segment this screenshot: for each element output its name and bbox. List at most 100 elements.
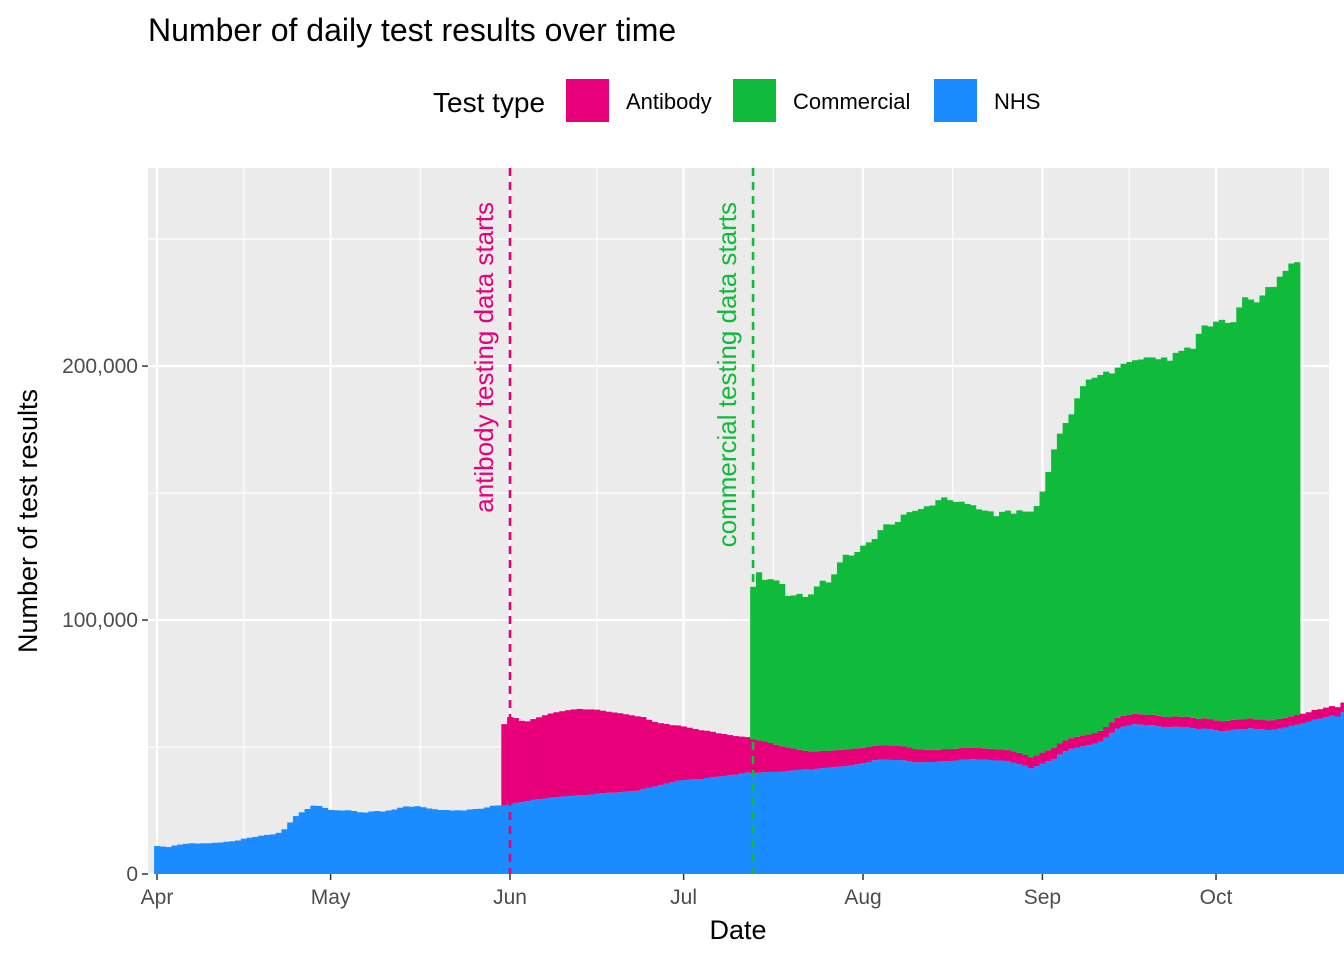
bar-nhs	[651, 786, 658, 874]
bar-commercial	[796, 593, 803, 750]
bar-antibody	[755, 740, 763, 773]
bar-nhs	[1276, 728, 1283, 874]
bar-antibody	[1224, 720, 1231, 731]
bar-nhs	[987, 759, 994, 874]
bar-commercial	[808, 594, 815, 752]
bar-nhs	[981, 759, 988, 874]
bar-antibody	[790, 748, 797, 771]
bar-antibody	[1080, 735, 1087, 747]
bar-antibody	[651, 721, 658, 787]
bar-nhs	[391, 809, 398, 874]
bar-nhs	[698, 779, 705, 874]
bar-nhs	[773, 771, 780, 874]
bar-nhs	[611, 792, 618, 874]
bar-nhs	[721, 775, 728, 874]
legend: Test type Antibody Commercial NHS	[433, 79, 1040, 122]
bar-commercial	[941, 497, 948, 750]
bar-commercial	[860, 545, 867, 748]
bar-antibody	[1103, 726, 1110, 738]
bar-nhs	[680, 780, 687, 874]
bar-commercial	[1195, 333, 1202, 719]
bar-nhs	[310, 805, 317, 874]
bar-nhs	[946, 760, 954, 874]
bar-nhs	[1195, 728, 1202, 874]
bar-nhs	[1137, 724, 1145, 874]
bar-antibody	[923, 749, 930, 763]
bar-antibody	[1039, 752, 1046, 764]
bar-nhs	[206, 843, 213, 874]
bar-commercial	[1091, 377, 1098, 734]
bar-antibody	[1085, 734, 1093, 746]
bar-nhs	[1224, 730, 1231, 874]
bar-antibody	[1195, 718, 1202, 729]
bar-commercial	[1270, 286, 1278, 721]
chart-title: Number of daily test results over time	[148, 12, 676, 48]
bar-antibody	[698, 730, 705, 780]
bar-nhs	[530, 799, 537, 874]
bar-nhs	[1056, 754, 1064, 874]
bar-antibody	[1340, 702, 1344, 712]
bar-nhs	[414, 806, 421, 874]
bar-nhs	[177, 844, 184, 874]
bar-nhs	[663, 783, 670, 874]
bar-commercial	[1033, 506, 1040, 756]
bar-nhs	[235, 840, 242, 874]
bar-commercial	[1189, 348, 1197, 718]
bar-commercial	[1161, 357, 1168, 717]
bar-antibody	[1305, 712, 1312, 722]
bar-nhs	[356, 812, 363, 874]
bar-antibody	[640, 717, 647, 789]
bar-nhs	[455, 810, 462, 874]
bar-antibody	[831, 750, 838, 768]
bar-nhs	[1033, 766, 1040, 874]
bar-commercial	[836, 562, 844, 750]
bar-commercial	[1074, 398, 1081, 737]
bar-antibody	[680, 726, 687, 781]
bar-nhs	[183, 843, 190, 874]
bar-commercial	[1282, 270, 1289, 718]
bar-nhs	[564, 796, 572, 874]
bar-nhs	[385, 810, 392, 874]
bar-antibody	[646, 719, 653, 788]
bar-antibody	[582, 709, 589, 796]
bar-nhs	[854, 764, 861, 874]
bar-nhs	[536, 799, 543, 874]
legend-key-commercial	[733, 79, 776, 122]
bar-nhs	[634, 790, 641, 874]
bar-nhs	[935, 761, 942, 874]
bar-antibody	[663, 723, 670, 784]
bar-antibody	[1027, 757, 1035, 769]
bar-commercial	[784, 595, 792, 748]
bar-commercial	[1294, 262, 1301, 716]
bar-nhs	[912, 762, 919, 874]
bar-antibody	[564, 710, 572, 797]
bar-antibody	[1166, 717, 1174, 728]
bar-commercial	[877, 530, 884, 746]
bar-nhs	[836, 766, 844, 874]
bar-nhs	[761, 772, 768, 874]
bar-antibody	[738, 736, 745, 774]
bar-nhs	[1161, 726, 1168, 874]
bar-nhs	[802, 769, 809, 874]
bar-antibody	[1242, 719, 1249, 729]
bar-commercial	[1016, 510, 1023, 753]
bar-nhs	[941, 760, 948, 874]
bar-nhs	[154, 846, 161, 874]
bar-antibody	[1265, 720, 1272, 731]
bar-antibody	[1149, 714, 1156, 726]
bar-nhs	[321, 807, 329, 874]
bar-antibody	[547, 713, 554, 798]
bar-nhs	[1253, 728, 1260, 874]
bar-nhs	[194, 843, 201, 874]
legend-label-nhs: NHS	[994, 89, 1040, 114]
bar-commercial	[1132, 360, 1139, 714]
bar-nhs	[466, 809, 473, 874]
bar-antibody	[605, 711, 612, 793]
bar-commercial	[767, 579, 774, 743]
bar-antibody	[946, 749, 954, 761]
bar-commercial	[755, 572, 763, 741]
bar-nhs	[1184, 726, 1191, 874]
bar-antibody	[871, 745, 878, 761]
bar-nhs	[593, 793, 601, 874]
